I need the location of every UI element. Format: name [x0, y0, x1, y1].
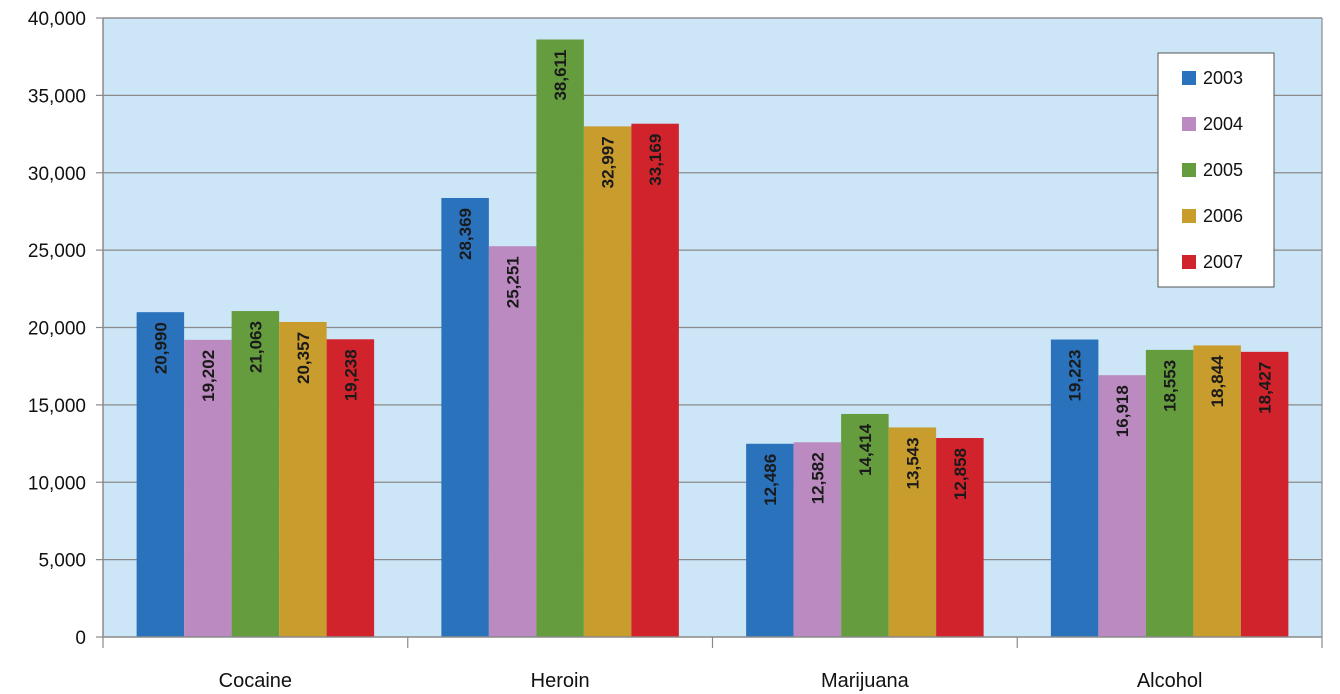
data-label: 38,611: [551, 49, 570, 100]
bar-2007-marijuana: [936, 438, 984, 637]
data-label: 12,582: [808, 452, 827, 504]
data-labels: 20,990 19,202 21,063 20,357 19,238 28,369 25,2…: [151, 49, 1274, 505]
data-label: 33,169: [646, 134, 665, 186]
bar-2006-marijuana: [888, 427, 937, 637]
legend: 2003 2004 2005 2006 2007: [1157, 52, 1275, 288]
bar-2003-cocaine: [136, 312, 185, 637]
bar-2006-cocaine: [279, 321, 327, 637]
axes: [96, 17, 1323, 648]
legend-swatch: [1182, 255, 1196, 269]
bar-2005-alcohol: [1145, 349, 1194, 637]
data-label: 20,357: [294, 332, 313, 384]
bar-2007-alcohol: [1240, 351, 1289, 637]
bar-2005-cocaine: [231, 311, 280, 637]
legend-label: 2004: [1203, 114, 1243, 134]
data-label: 19,238: [341, 349, 360, 401]
bar-2005-marijuana: [841, 413, 889, 637]
y-tick-label: 0: [75, 628, 86, 649]
bar-2004-heroin: [488, 246, 537, 637]
y-tick-label: 20,000: [28, 319, 86, 340]
y-tick-label: 5,000: [38, 551, 86, 572]
bars: [136, 39, 1289, 638]
data-label: 28,369: [456, 208, 475, 260]
bar-2005-heroin: [536, 39, 584, 638]
data-label: 19,202: [199, 350, 218, 402]
data-label: 12,858: [951, 448, 970, 500]
y-tick-label: 25,000: [28, 241, 86, 262]
bar-2003-marijuana: [746, 443, 794, 637]
data-label: 20,990: [151, 322, 170, 374]
data-label: 25,251: [504, 256, 523, 308]
legend-box: [1157, 52, 1275, 288]
data-label: 32,997: [599, 136, 618, 188]
data-label: 13,543: [903, 437, 922, 489]
legend-label: 2006: [1203, 206, 1243, 226]
data-label: 18,553: [1161, 360, 1180, 412]
legend-swatch: [1182, 209, 1196, 223]
bar-2006-heroin: [583, 126, 632, 637]
y-tick-label: 15,000: [28, 396, 86, 417]
y-tick-label: 40,000: [28, 9, 86, 30]
data-label: 16,918: [1113, 385, 1132, 437]
legend-label: 2003: [1203, 68, 1243, 88]
x-tick-label: Alcohol: [1137, 670, 1203, 692]
x-tick-label: Heroin: [531, 670, 590, 692]
x-axis-tick-labels: Cocaine Heroin Marijuana Alcohol: [219, 670, 1203, 692]
bar-2003-alcohol: [1050, 339, 1099, 637]
bar-2003-heroin: [441, 197, 489, 637]
legend-swatch: [1182, 163, 1196, 177]
legend-swatch: [1182, 71, 1196, 85]
data-label: 12,486: [761, 454, 780, 506]
x-tick-label: Cocaine: [219, 670, 292, 692]
x-tick-label: Marijuana: [821, 670, 910, 692]
y-tick-label: 10,000: [28, 473, 86, 494]
bar-2004-marijuana: [793, 442, 842, 637]
data-label: 21,063: [246, 321, 265, 373]
y-tick-label: 35,000: [28, 86, 86, 107]
data-label: 18,427: [1256, 362, 1275, 414]
data-label: 18,844: [1208, 355, 1227, 408]
data-label: 14,414: [856, 423, 875, 476]
y-tick-label: 30,000: [28, 164, 86, 185]
bar-2007-heroin: [631, 123, 679, 638]
legend-label: 2005: [1203, 160, 1243, 180]
legend-swatch: [1182, 117, 1196, 131]
legend-label: 2007: [1203, 252, 1243, 272]
bar-2006-alcohol: [1193, 345, 1241, 637]
bar-2007-cocaine: [326, 339, 375, 637]
data-label: 19,223: [1066, 350, 1085, 402]
bar-2004-alcohol: [1098, 375, 1146, 637]
y-axis-tick-labels: 0 5,000 10,000 15,000 20,000 25,000 30,000 35,0…: [28, 9, 86, 649]
bar-2004-cocaine: [184, 339, 232, 637]
